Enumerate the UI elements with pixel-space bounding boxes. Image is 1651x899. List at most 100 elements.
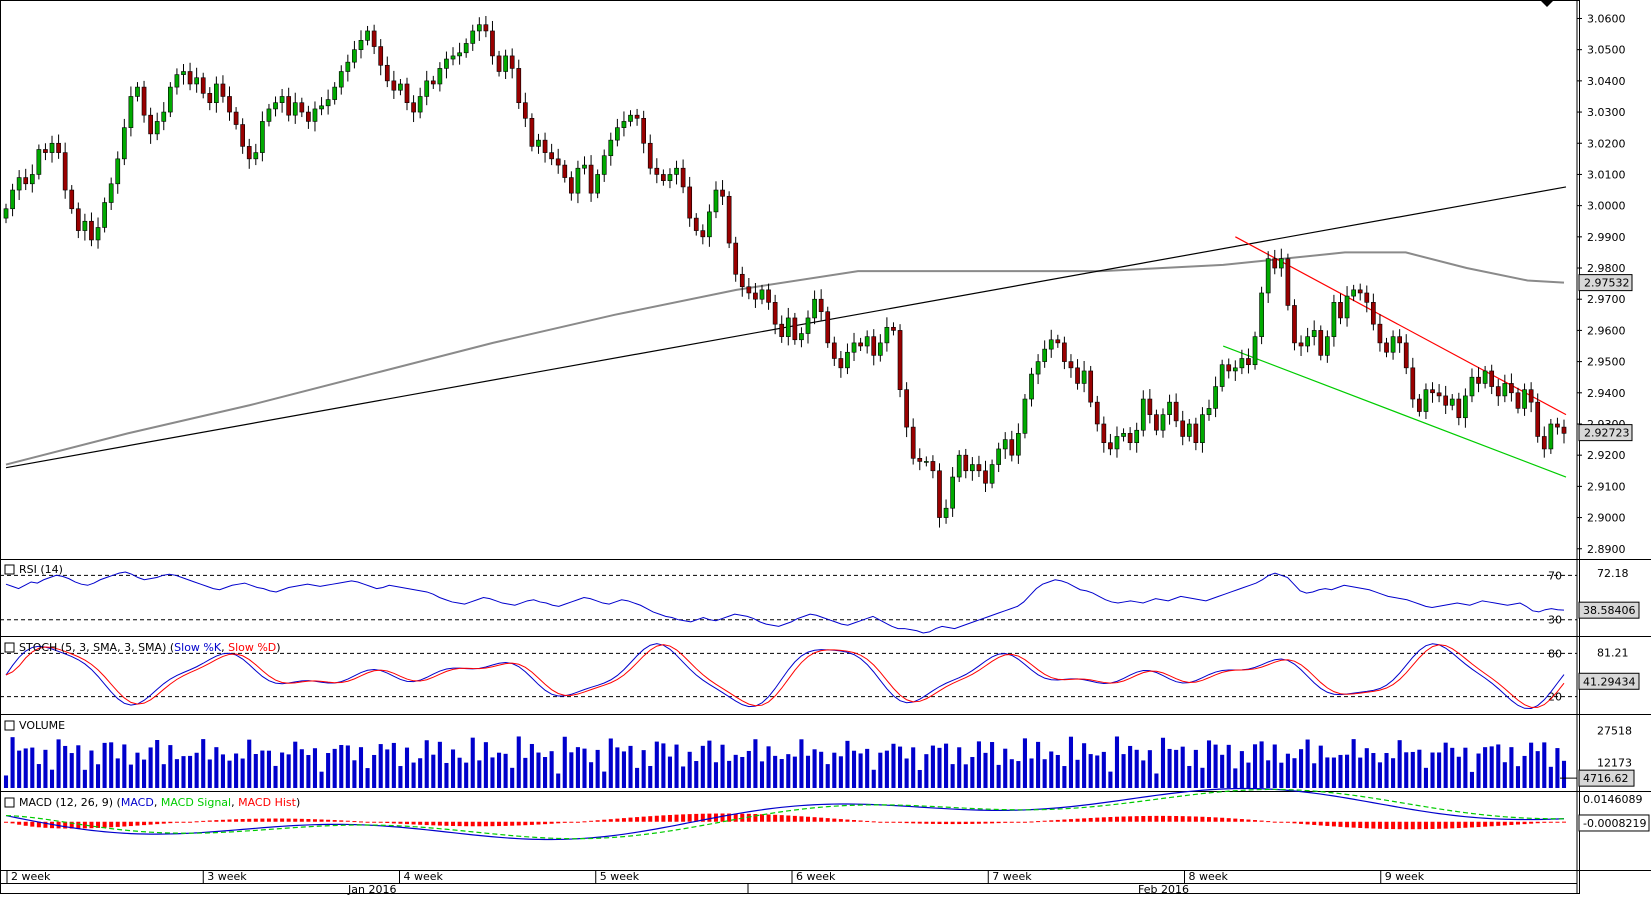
volume-bar [76,745,81,788]
volume-bar [1371,753,1376,788]
macd-hist-bar [1496,821,1501,826]
volume-bar [799,739,804,788]
macd-hist-bar [398,821,403,824]
volume-bar [63,745,68,788]
volume-bar [122,744,127,788]
candle-body [371,30,377,47]
volume-panel: 27518 12173 4716.62 [3,725,1635,788]
candle-body [220,83,226,97]
volume-bar [1062,766,1067,788]
volume-bar [10,737,15,788]
macd-hist-bar [898,821,903,823]
stoch-title-line: STOCH (5, 3, SMA, 3, SMA) (Slow %K, Slow… [19,641,281,654]
candle-body [792,317,798,341]
volume-bar [1036,741,1041,788]
candle-body [398,83,403,91]
candle-body [529,117,535,147]
month-label: Jan 2016 [347,883,396,895]
rsi-close-icon[interactable] [4,564,15,575]
scroll-indicator-icon[interactable] [1540,0,1554,7]
volume-bar [1469,771,1475,788]
volume-bar [227,760,232,788]
candle-body [1101,423,1107,444]
candle-body [470,30,476,44]
candle-body [779,323,785,337]
macd-hist-bar [1502,821,1507,826]
macd-hist-bar [128,821,133,827]
candle-body [1443,395,1449,406]
macd-legend-signal: MACD Signal [161,796,231,809]
macd-hist-bar [529,821,534,825]
volume-bar [1239,751,1244,788]
volume-bar [871,769,876,788]
volume-bar [838,756,843,788]
macd-hist-bar [240,819,245,822]
candle-body [1278,258,1284,269]
candle-body [1075,367,1080,384]
macd-paren-close: ) [296,796,300,809]
candle-body [391,80,397,91]
volume-bar [1226,744,1231,788]
candle-body [1555,423,1560,428]
price-tick-label: 2.9400 [1587,387,1626,400]
candle-body [891,326,896,331]
macd-hist-bar [1384,821,1389,829]
volume-bar [957,747,962,788]
stoch-close-icon[interactable] [4,642,15,653]
candle-body [1469,376,1475,397]
macd-close-icon[interactable] [4,797,15,808]
volume-bar [36,764,41,788]
volume-bar [1529,742,1534,788]
volume-bar [161,764,166,788]
macd-hist-bar [720,813,725,822]
volume-bar [1049,751,1054,788]
moving-average-line [5,251,1565,466]
macd-hist-bar [490,821,495,827]
last-price-label-box [1578,424,1633,442]
candle-body [970,464,975,472]
macd-hist-bar [1003,821,1008,823]
volume-bar [1391,758,1396,788]
macd-hist-bar [1351,821,1356,828]
volume-bar [937,747,942,788]
macd-hist-bar [648,816,653,822]
macd-hist-bar [891,821,896,823]
macd-hist-bar [188,821,193,823]
candle-body [1351,289,1356,297]
volume-bar [1515,766,1521,788]
volume-bar [1016,761,1021,788]
volume-bar [733,754,738,788]
candle-body [200,77,206,94]
macd-hist-bar [122,821,127,827]
month-label: Feb 2016 [1138,883,1189,895]
candle-body [536,139,541,147]
candle-body [457,52,462,57]
macd-legend-macd: MACD [121,796,154,809]
stoch-legend-k: Slow %K [174,641,222,654]
volume-bar [1417,749,1422,788]
stoch-panel: 80 20 81.21 41.29434 [0,643,1640,709]
candle-body [595,174,600,194]
macd-hist-bar [1029,821,1034,823]
macd-hist-bar [1068,819,1073,822]
macd-hist-bar [589,820,594,822]
volume-close-icon[interactable] [4,720,15,731]
volume-bar [260,750,265,788]
volume-bar [1272,744,1277,788]
volume-bar [1088,754,1093,788]
macd-hist-bar [871,821,876,823]
macd-hist-bar [345,820,350,822]
macd-hist-bar [483,821,488,827]
candle-body [805,317,811,334]
macd-hist-bar [1049,820,1054,822]
macd-hist-bar [661,815,666,822]
candle-body [23,177,29,185]
candle-body [1246,358,1251,366]
candle-body [943,507,949,518]
macd-hist-bar [1213,817,1218,822]
volume-bar [516,736,521,788]
price-value-labels: 2.97532 2.92723 [1578,274,1633,442]
macd-hist-bar [1391,821,1396,830]
volume-bar [23,748,28,788]
macd-hist-bar [247,818,252,822]
